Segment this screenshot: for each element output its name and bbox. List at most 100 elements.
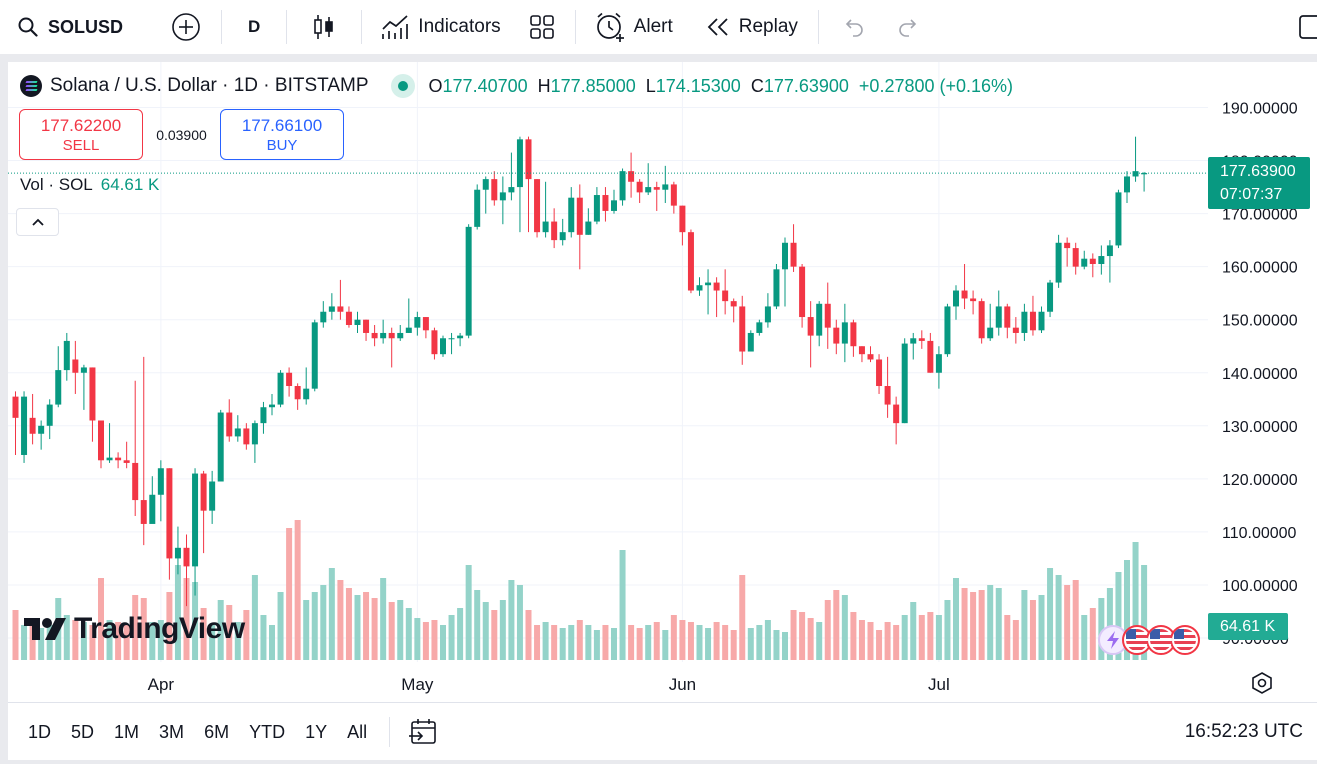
volume-bar bbox=[858, 620, 865, 660]
candle-body bbox=[858, 346, 865, 355]
volume-bar bbox=[1106, 588, 1113, 660]
price-chart[interactable]: 190.00000180.00000170.00000160.00000150.… bbox=[8, 62, 1317, 702]
volume-bar bbox=[286, 528, 293, 660]
go-to-date-button[interactable] bbox=[400, 718, 446, 746]
collapse-legend-button[interactable] bbox=[16, 208, 59, 236]
price-tick-label: 100.00000 bbox=[1222, 578, 1298, 595]
layouts-button[interactable] bbox=[513, 0, 575, 54]
utc-clock[interactable]: 16:52:23 UTC bbox=[1184, 721, 1303, 742]
alarm-clock-icon bbox=[596, 12, 624, 42]
grid-layout-icon bbox=[529, 15, 554, 39]
chart-settings-button[interactable] bbox=[1250, 671, 1274, 700]
volume-legend[interactable]: Vol · SOL 64.61 K bbox=[20, 175, 159, 195]
economic-events[interactable] bbox=[1098, 625, 1200, 655]
close-key: C bbox=[750, 75, 764, 96]
range-1d-button[interactable]: 1D bbox=[28, 721, 52, 742]
volume-bar bbox=[602, 625, 609, 660]
candle-body bbox=[1124, 176, 1130, 193]
price-tick-label: 130.00000 bbox=[1222, 419, 1298, 436]
candle-body bbox=[192, 473, 199, 567]
range-3m-button[interactable]: 3M bbox=[159, 721, 185, 742]
market-status-icon[interactable] bbox=[390, 74, 415, 98]
redo-button[interactable] bbox=[881, 0, 937, 54]
candle-body bbox=[961, 290, 968, 299]
range-6m-button[interactable]: 6M bbox=[204, 721, 230, 742]
candle-body bbox=[935, 354, 942, 373]
candle-body bbox=[995, 306, 1002, 328]
volume-bar bbox=[953, 578, 959, 660]
volume-bar bbox=[876, 630, 883, 660]
compare-symbol-button[interactable] bbox=[135, 0, 221, 54]
us-flag-icon[interactable] bbox=[1170, 625, 1200, 655]
candle-body bbox=[1038, 311, 1045, 331]
buy-label: BUY bbox=[266, 136, 298, 154]
replay-button[interactable]: Replay bbox=[685, 0, 810, 54]
interval-button[interactable]: D bbox=[222, 0, 286, 54]
volume-bar bbox=[619, 550, 626, 660]
volume-bar bbox=[46, 625, 53, 660]
volume-bar bbox=[491, 610, 498, 660]
candle-body bbox=[1004, 306, 1011, 328]
volume-bar bbox=[1064, 585, 1071, 660]
symbol-title[interactable]: Solana / U.S. Dollar · 1D · BITSTAMP bbox=[50, 75, 369, 96]
range-all-button[interactable]: All bbox=[347, 721, 368, 742]
candle-body bbox=[662, 184, 669, 190]
candle-body bbox=[722, 290, 729, 302]
volume-bar bbox=[516, 585, 523, 660]
volume-bar bbox=[611, 628, 617, 660]
candle-body bbox=[807, 317, 814, 336]
volume-bar bbox=[12, 610, 19, 660]
time-axis[interactable]: Apr May Jun Jul bbox=[148, 675, 950, 694]
low-key: L bbox=[645, 75, 656, 96]
volume-bar bbox=[824, 600, 831, 660]
candle-body bbox=[286, 372, 293, 387]
volume-bar bbox=[1004, 615, 1011, 660]
buy-button[interactable]: 177.66100 BUY bbox=[220, 109, 344, 160]
volume-bar bbox=[867, 622, 874, 660]
tradingview-logo[interactable]: TradingView bbox=[22, 612, 245, 646]
candle-body bbox=[747, 332, 754, 352]
volume-bar bbox=[192, 582, 199, 660]
candle-body bbox=[645, 187, 652, 193]
volume-bar bbox=[773, 630, 780, 660]
volume-bar bbox=[354, 595, 361, 660]
symbol-search-button[interactable]: SOLUSD bbox=[0, 0, 135, 54]
volume-bar bbox=[132, 595, 139, 660]
range-ytd-button[interactable]: YTD bbox=[249, 721, 286, 742]
range-5d-button[interactable]: 5D bbox=[71, 721, 95, 742]
volume-bar bbox=[841, 595, 848, 660]
indicators-button[interactable]: Indicators bbox=[362, 0, 512, 54]
volume-bar bbox=[576, 620, 583, 660]
volume-bar bbox=[226, 605, 233, 660]
undo-button[interactable] bbox=[819, 0, 881, 54]
volume-bar bbox=[687, 622, 694, 660]
candle-body bbox=[705, 282, 712, 286]
candle-body bbox=[140, 500, 147, 524]
range-1y-button[interactable]: 1Y bbox=[305, 721, 328, 742]
candle-body bbox=[790, 242, 797, 267]
volume-bar bbox=[440, 625, 446, 660]
us-flag-icon[interactable] bbox=[1146, 625, 1176, 655]
volume-bar bbox=[337, 580, 344, 660]
fullscreen-button[interactable] bbox=[1296, 0, 1317, 54]
candle-body bbox=[320, 311, 327, 323]
volume-bar bbox=[551, 625, 558, 660]
candle-body bbox=[867, 354, 874, 360]
volume-bar bbox=[910, 602, 917, 660]
range-1m-button[interactable]: 1M bbox=[114, 721, 140, 742]
candle-body bbox=[918, 338, 925, 341]
candle-body bbox=[816, 303, 823, 336]
candle-body bbox=[1132, 171, 1139, 177]
candle-body bbox=[38, 425, 45, 434]
sell-button[interactable]: 177.62200 SELL bbox=[19, 109, 143, 160]
candle-body bbox=[345, 311, 352, 326]
chart-pane[interactable]: 190.00000180.00000170.00000160.00000150.… bbox=[8, 62, 1317, 702]
us-flag-icon[interactable] bbox=[1122, 625, 1152, 655]
candle-body bbox=[209, 481, 216, 511]
candle-body bbox=[405, 327, 412, 333]
alert-button[interactable]: Alert bbox=[576, 0, 685, 54]
candle-body bbox=[670, 184, 677, 206]
candle-body bbox=[200, 473, 207, 511]
chart-type-button[interactable] bbox=[287, 0, 361, 54]
close-value: 177.63900 bbox=[763, 75, 849, 96]
